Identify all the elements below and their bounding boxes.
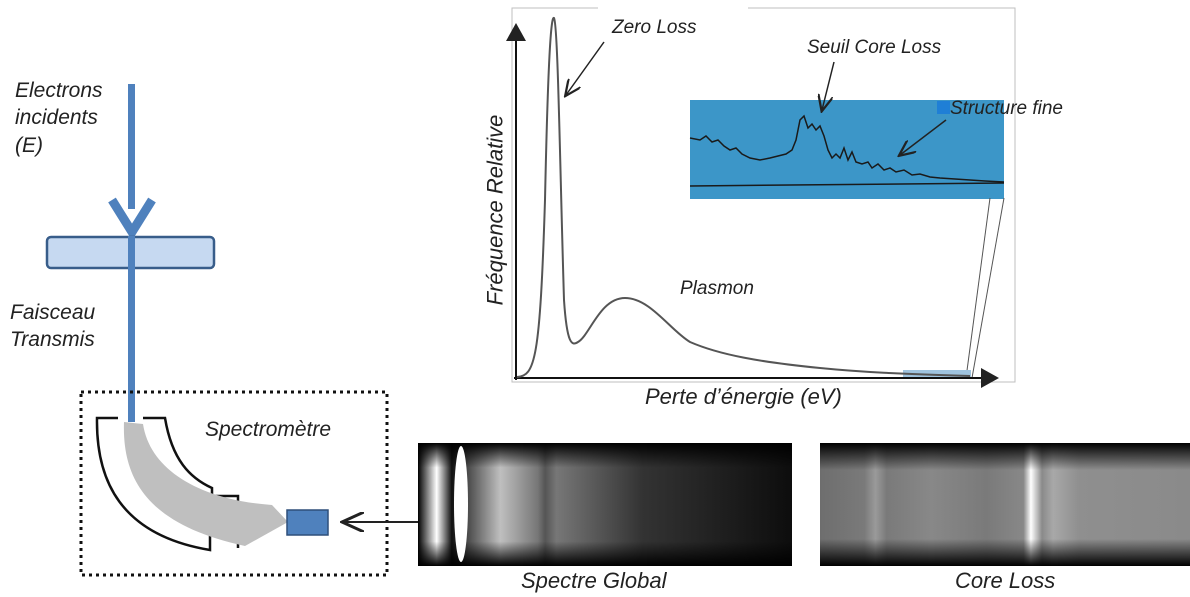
spectrometer-label: Spectromètre [205, 418, 332, 441]
x-axis-label: Perte d’énergie (eV) [645, 384, 842, 409]
eels-curve [516, 16, 971, 378]
fine-structure-label: Structure fine [950, 98, 1063, 119]
transmitted-beam-label: Faisceau Transmis [10, 299, 95, 354]
fine-structure-arrow [900, 119, 947, 155]
core-loss-arrow [822, 61, 835, 110]
beam-line-1: Faisceau [10, 301, 96, 324]
inset-baseline [689, 182, 1005, 187]
electron-fan [123, 422, 288, 546]
core-loss-edge-label: Seuil Core Loss [807, 37, 942, 58]
plasmon-label: Plasmon [680, 278, 754, 299]
fine-structure-inset [690, 100, 1004, 199]
incident-beam [128, 84, 135, 209]
prism-outer [95, 416, 212, 552]
y-axis-label: Fréquence Relative [482, 114, 508, 306]
detector [286, 509, 329, 536]
beam-line-2: Transmis [10, 328, 95, 352]
beam-arrowhead [108, 197, 156, 241]
incident-line-2: incidents [15, 106, 98, 130]
incident-line-1: Electrons [15, 79, 103, 102]
transmitted-beam [128, 236, 135, 422]
zero-loss-label: Zero Loss [612, 17, 697, 38]
incident-line-3: (E) [15, 133, 43, 157]
global-spectrum-label: Spectre Global [521, 568, 667, 593]
zoom-line-right [971, 197, 1005, 379]
global-spectrum-image [418, 443, 792, 566]
zero-loss-arrow [566, 41, 605, 95]
inset-marker [937, 101, 950, 114]
core-loss-image [820, 443, 1190, 566]
inset-spectrum [689, 114, 1005, 183]
chart-frame [511, 7, 1016, 383]
incident-electrons-label: Electrons incidents (E) [15, 77, 103, 159]
zoom-line-left [965, 197, 991, 379]
chart-frame-gap [598, 6, 748, 10]
core-loss-label: Core Loss [955, 568, 1056, 593]
prism-inner [143, 416, 240, 548]
